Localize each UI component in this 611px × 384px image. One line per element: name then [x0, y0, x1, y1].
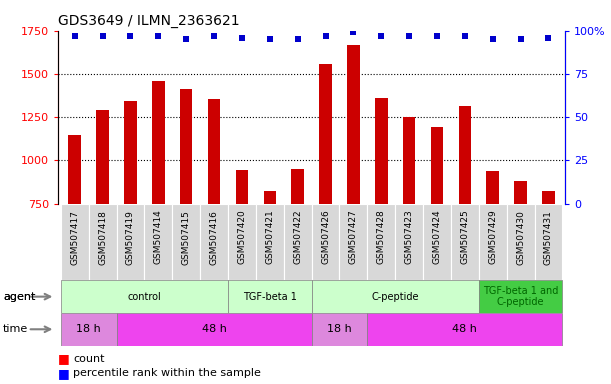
Bar [367, 313, 562, 346]
Bar [423, 204, 451, 280]
Bar [117, 313, 312, 346]
Bar [340, 204, 367, 280]
Bar [97, 110, 109, 204]
Text: 18 h: 18 h [327, 324, 352, 334]
Text: GSM507421: GSM507421 [265, 210, 274, 265]
Bar [403, 117, 415, 204]
Text: GSM507415: GSM507415 [181, 210, 191, 265]
Text: GSM507419: GSM507419 [126, 210, 135, 265]
Text: percentile rank within the sample: percentile rank within the sample [73, 368, 261, 378]
Text: C-peptide: C-peptide [371, 291, 419, 302]
Bar [200, 204, 228, 280]
Bar [507, 204, 535, 280]
Bar [320, 65, 332, 204]
Text: control: control [128, 291, 161, 302]
Bar [228, 280, 312, 313]
Bar [459, 106, 471, 204]
Text: GSM507426: GSM507426 [321, 210, 330, 265]
Bar [375, 98, 387, 204]
Text: GSM507425: GSM507425 [460, 210, 469, 265]
Text: TGF-beta 1 and
C-peptide: TGF-beta 1 and C-peptide [483, 286, 558, 308]
Bar [228, 204, 256, 280]
Bar [61, 280, 228, 313]
Text: GSM507429: GSM507429 [488, 210, 497, 265]
Bar [479, 280, 562, 313]
Bar [486, 171, 499, 204]
Text: GSM507417: GSM507417 [70, 210, 79, 265]
Bar [263, 190, 276, 204]
Text: agent: agent [3, 291, 35, 302]
Text: GDS3649 / ILMN_2363621: GDS3649 / ILMN_2363621 [58, 14, 240, 28]
Text: GSM507416: GSM507416 [210, 210, 219, 265]
Bar [152, 81, 164, 204]
Bar [256, 204, 284, 280]
Text: ■: ■ [58, 367, 70, 380]
Text: GSM507427: GSM507427 [349, 210, 358, 265]
Text: GSM507430: GSM507430 [516, 210, 525, 265]
Text: 48 h: 48 h [202, 324, 227, 334]
Bar [117, 204, 144, 280]
Bar [431, 127, 443, 204]
Text: GSM507428: GSM507428 [377, 210, 386, 265]
Bar [291, 169, 304, 204]
Text: 18 h: 18 h [76, 324, 101, 334]
Text: count: count [73, 354, 105, 364]
Bar [451, 204, 479, 280]
Bar [542, 192, 555, 204]
Text: GSM507423: GSM507423 [404, 210, 414, 265]
Text: GSM507418: GSM507418 [98, 210, 107, 265]
Text: time: time [3, 324, 28, 334]
Text: ■: ■ [58, 353, 70, 366]
Bar [514, 181, 527, 204]
Bar [284, 204, 312, 280]
Text: GSM507431: GSM507431 [544, 210, 553, 265]
Bar [61, 313, 117, 346]
Bar [61, 204, 89, 280]
Bar [180, 89, 192, 204]
Bar [312, 280, 479, 313]
Text: GSM507424: GSM507424 [433, 210, 442, 264]
Bar [347, 45, 360, 204]
Bar [367, 204, 395, 280]
Bar [312, 313, 367, 346]
Bar [144, 204, 172, 280]
Text: 48 h: 48 h [452, 324, 477, 334]
Bar [312, 204, 340, 280]
Bar [68, 135, 81, 204]
Text: agent: agent [3, 291, 35, 302]
Bar [172, 204, 200, 280]
Text: GSM507414: GSM507414 [154, 210, 163, 265]
Bar [535, 204, 562, 280]
Bar [395, 204, 423, 280]
Bar [89, 204, 117, 280]
Bar [236, 170, 248, 204]
Bar [124, 101, 137, 204]
Bar [208, 99, 221, 204]
Text: TGF-beta 1: TGF-beta 1 [243, 291, 297, 302]
Text: GSM507422: GSM507422 [293, 210, 302, 264]
Bar [479, 204, 507, 280]
Text: GSM507420: GSM507420 [238, 210, 246, 265]
